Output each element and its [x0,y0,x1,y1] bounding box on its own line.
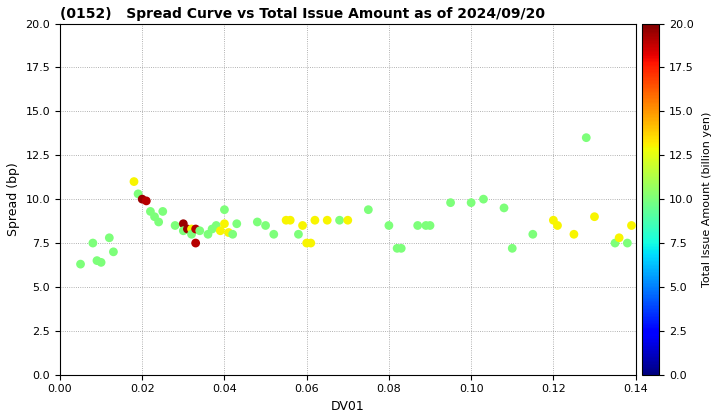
Point [104,234,115,241]
Point [222,229,234,236]
Point [420,222,432,229]
Point [128,178,140,185]
Point [91,257,103,264]
Y-axis label: Spread (bp): Spread (bp) [7,162,20,236]
Point [626,222,637,229]
Point [190,226,202,232]
Point [194,227,205,234]
Point [301,240,312,247]
Point [210,222,222,229]
Point [527,231,539,238]
Point [280,217,292,223]
Point [383,222,395,229]
Point [186,231,197,238]
Point [309,217,320,223]
Point [87,240,99,247]
Point [568,231,580,238]
Point [334,217,346,223]
Point [145,208,156,215]
Y-axis label: Total Issue Amount (billion yen): Total Issue Amount (billion yen) [702,111,712,287]
Point [395,245,407,252]
Point [215,227,226,234]
Point [227,231,238,238]
Point [251,219,263,226]
Point [297,222,308,229]
Point [260,222,271,229]
Point [613,234,625,241]
Point [465,200,477,206]
Point [498,205,510,211]
Point [363,206,374,213]
Point [506,245,518,252]
Point [181,226,193,232]
Point [231,220,243,227]
Point [412,222,423,229]
Point [169,222,181,229]
Point [342,217,354,223]
Point [621,240,633,247]
Point [477,196,489,202]
Point [589,213,600,220]
Point [137,196,148,202]
Point [186,226,197,232]
Point [580,134,592,141]
Point [293,231,305,238]
Point [219,220,230,227]
Point [178,220,189,227]
Point [202,231,214,238]
Point [178,227,189,234]
Point [157,208,168,215]
Point [190,240,202,247]
Point [219,206,230,213]
Point [207,226,218,232]
Point [95,259,107,266]
Point [548,217,559,223]
Point [75,261,86,268]
Point [392,245,403,252]
Point [149,213,161,220]
Point [305,240,317,247]
Text: (0152)   Spread Curve vs Total Issue Amount as of 2024/09/20: (0152) Spread Curve vs Total Issue Amoun… [60,7,545,21]
Point [445,200,456,206]
Point [268,231,279,238]
X-axis label: DV01: DV01 [331,400,364,413]
Point [153,219,164,226]
Point [108,249,120,255]
Point [424,222,436,229]
Point [132,191,144,197]
Point [284,217,296,223]
Point [140,197,152,204]
Point [609,240,621,247]
Point [552,222,563,229]
Point [321,217,333,223]
